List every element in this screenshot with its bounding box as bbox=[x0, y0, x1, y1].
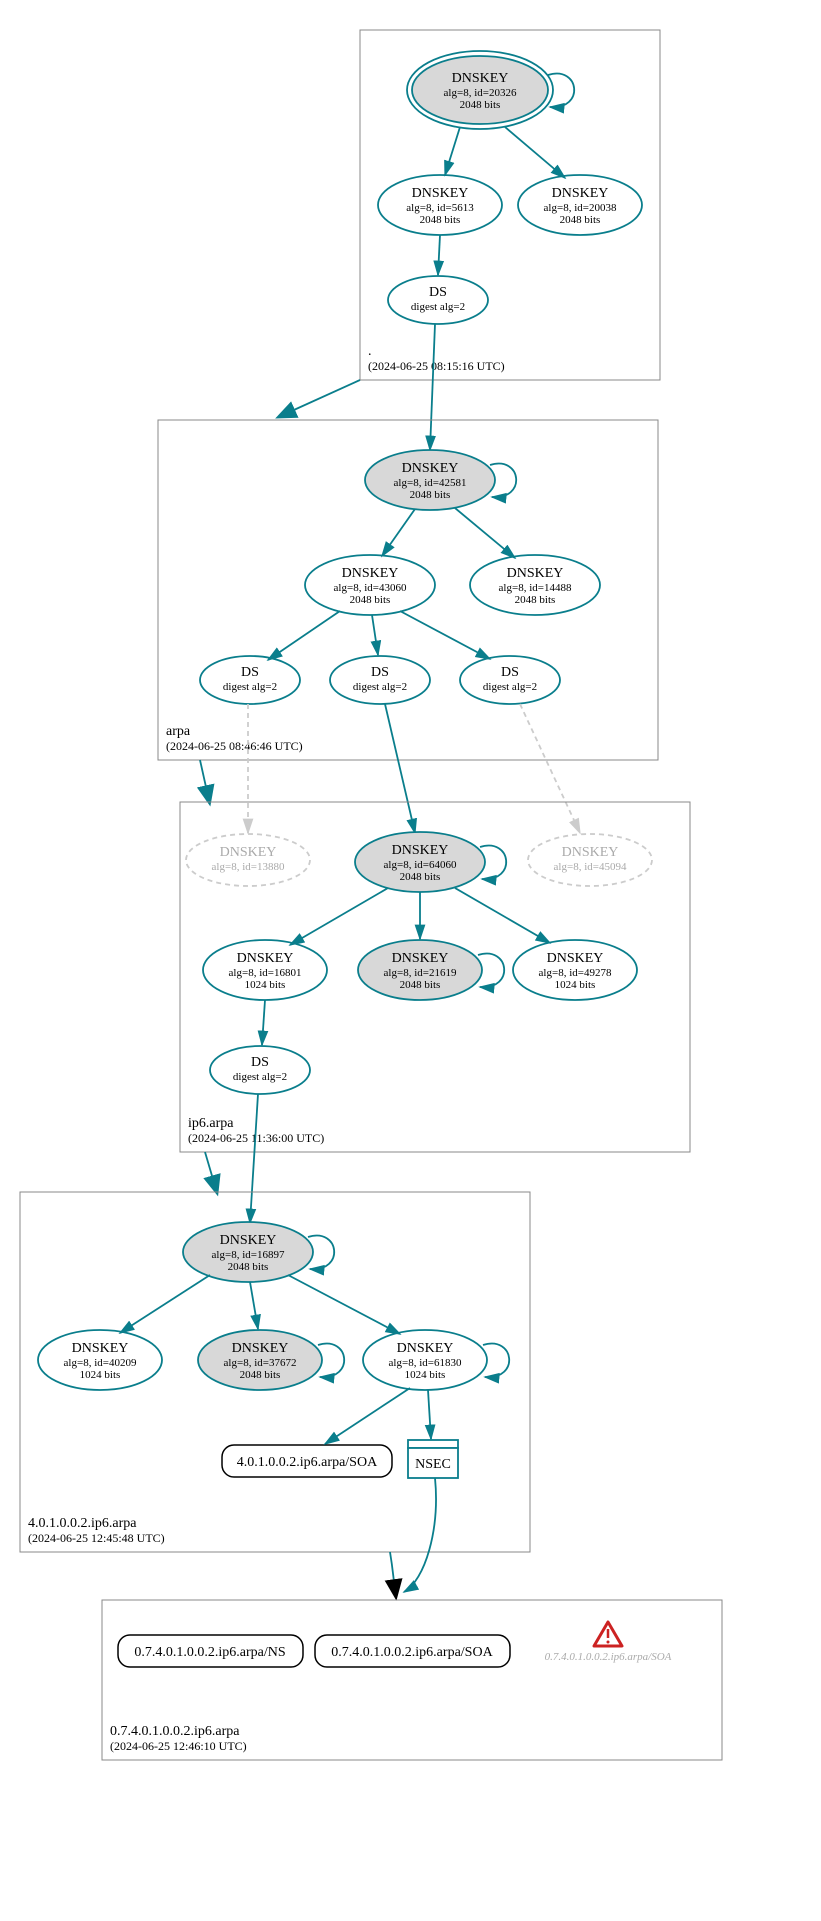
svg-text:digest alg=2: digest alg=2 bbox=[483, 681, 537, 693]
svg-text:DNSKEY: DNSKEY bbox=[392, 951, 449, 966]
svg-text:2048 bits: 2048 bits bbox=[400, 871, 441, 883]
svg-text:DS: DS bbox=[251, 1055, 269, 1070]
svg-text:alg=8, id=5613: alg=8, id=5613 bbox=[406, 202, 474, 214]
svg-text:2048 bits: 2048 bits bbox=[400, 979, 441, 991]
svg-text:alg=8, id=21619: alg=8, id=21619 bbox=[384, 967, 457, 979]
svg-text:2048 bits: 2048 bits bbox=[515, 594, 556, 606]
svg-text:DNSKEY: DNSKEY bbox=[392, 843, 449, 858]
node-z4-k1: DNSKEY alg=8, id=40209 1024 bits bbox=[38, 1330, 162, 1390]
svg-text:DNSKEY: DNSKEY bbox=[412, 186, 469, 201]
svg-text:alg=8, id=14488: alg=8, id=14488 bbox=[499, 582, 572, 594]
svg-text:2048 bits: 2048 bits bbox=[460, 99, 501, 111]
svg-text:2048 bits: 2048 bits bbox=[410, 489, 451, 501]
svg-text:alg=8, id=61830: alg=8, id=61830 bbox=[389, 1357, 462, 1369]
svg-text:1024 bits: 1024 bits bbox=[245, 979, 286, 991]
svg-text:DNSKEY: DNSKEY bbox=[562, 845, 619, 860]
zone-0740102-timestamp: (2024-06-25 12:46:10 UTC) bbox=[110, 1739, 247, 1753]
svg-text:DNSKEY: DNSKEY bbox=[402, 461, 459, 476]
svg-text:DNSKEY: DNSKEY bbox=[547, 951, 604, 966]
svg-text:NSEC: NSEC bbox=[415, 1457, 451, 1472]
svg-text:alg=8, id=13880: alg=8, id=13880 bbox=[212, 861, 285, 873]
zone-arpa-label: arpa bbox=[166, 724, 191, 739]
svg-text:DNSKEY: DNSKEY bbox=[552, 186, 609, 201]
node-arpa-ksk: DNSKEY alg=8, id=42581 2048 bits bbox=[365, 450, 495, 510]
node-ip6-k3: DNSKEY alg=8, id=49278 1024 bits bbox=[513, 940, 637, 1000]
svg-text:1024 bits: 1024 bits bbox=[80, 1369, 121, 1381]
svg-text:1024 bits: 1024 bits bbox=[405, 1369, 446, 1381]
zone-arpa-timestamp: (2024-06-25 08:46:46 UTC) bbox=[166, 739, 303, 753]
node-z4-ksk: DNSKEY alg=8, id=16897 2048 bits bbox=[183, 1222, 313, 1282]
svg-text:alg=8, id=64060: alg=8, id=64060 bbox=[384, 859, 457, 871]
zone-ip6arpa-label: ip6.arpa bbox=[188, 1116, 234, 1131]
svg-text:2048 bits: 2048 bits bbox=[560, 214, 601, 226]
node-z4-k3: DNSKEY alg=8, id=61830 1024 bits bbox=[363, 1330, 487, 1390]
node-ip6-ksk: DNSKEY alg=8, id=64060 2048 bits bbox=[355, 832, 485, 892]
node-z4-k2: DNSKEY alg=8, id=37672 2048 bits bbox=[198, 1330, 322, 1390]
node-ip6-k2: DNSKEY alg=8, id=21619 2048 bits bbox=[358, 940, 482, 1000]
svg-text:alg=8, id=43060: alg=8, id=43060 bbox=[334, 582, 407, 594]
zone-40102-timestamp: (2024-06-25 12:45:48 UTC) bbox=[28, 1531, 165, 1545]
svg-text:digest alg=2: digest alg=2 bbox=[353, 681, 407, 693]
svg-text:alg=8, id=20326: alg=8, id=20326 bbox=[444, 87, 517, 99]
node-z4-nsec: NSEC bbox=[408, 1440, 458, 1478]
svg-text:alg=8, id=20038: alg=8, id=20038 bbox=[544, 202, 617, 214]
svg-text:alg=8, id=16801: alg=8, id=16801 bbox=[229, 967, 302, 979]
warning-icon bbox=[594, 1622, 622, 1646]
svg-text:2048 bits: 2048 bits bbox=[420, 214, 461, 226]
svg-text:2048 bits: 2048 bits bbox=[240, 1369, 281, 1381]
zone-root-timestamp: (2024-06-25 08:15:16 UTC) bbox=[368, 359, 505, 373]
svg-text:DNSKEY: DNSKEY bbox=[397, 1341, 454, 1356]
svg-text:DNSKEY: DNSKEY bbox=[342, 566, 399, 581]
node-ip6-k1: DNSKEY alg=8, id=16801 1024 bits bbox=[203, 940, 327, 1000]
node-root-ds: DS digest alg=2 bbox=[388, 276, 488, 324]
svg-text:0.7.4.0.1.0.0.2.ip6.arpa/SOA: 0.7.4.0.1.0.0.2.ip6.arpa/SOA bbox=[331, 1645, 493, 1660]
svg-text:DS: DS bbox=[429, 285, 447, 300]
svg-text:DS: DS bbox=[241, 665, 259, 680]
svg-text:0.7.4.0.1.0.0.2.ip6.arpa/NS: 0.7.4.0.1.0.0.2.ip6.arpa/NS bbox=[134, 1645, 285, 1660]
svg-text:alg=8, id=42581: alg=8, id=42581 bbox=[394, 477, 467, 489]
svg-text:DNSKEY: DNSKEY bbox=[452, 71, 509, 86]
svg-text:alg=8, id=16897: alg=8, id=16897 bbox=[212, 1249, 285, 1261]
svg-text:DNSKEY: DNSKEY bbox=[220, 1233, 277, 1248]
svg-text:DNSKEY: DNSKEY bbox=[72, 1341, 129, 1356]
node-arpa-k2: DNSKEY alg=8, id=14488 2048 bits bbox=[470, 555, 600, 615]
node-z07-soa: 0.7.4.0.1.0.0.2.ip6.arpa/SOA bbox=[315, 1635, 510, 1667]
svg-text:digest alg=2: digest alg=2 bbox=[411, 301, 465, 313]
svg-text:1024 bits: 1024 bits bbox=[555, 979, 596, 991]
node-root-ksk: DNSKEY alg=8, id=20326 2048 bits bbox=[407, 51, 553, 129]
node-root-k2: DNSKEY alg=8, id=20038 2048 bits bbox=[518, 175, 642, 235]
svg-text:digest alg=2: digest alg=2 bbox=[223, 681, 277, 693]
svg-text:DS: DS bbox=[371, 665, 389, 680]
node-z07-ns: 0.7.4.0.1.0.0.2.ip6.arpa/NS bbox=[118, 1635, 303, 1667]
svg-text:DS: DS bbox=[501, 665, 519, 680]
svg-text:DNSKEY: DNSKEY bbox=[220, 845, 277, 860]
node-arpa-ds2: DS digest alg=2 bbox=[330, 656, 430, 704]
svg-text:digest alg=2: digest alg=2 bbox=[233, 1071, 287, 1083]
svg-text:alg=8, id=45094: alg=8, id=45094 bbox=[554, 861, 627, 873]
zone-0740102-label: 0.7.4.0.1.0.0.2.ip6.arpa bbox=[110, 1724, 240, 1739]
svg-text:alg=8, id=40209: alg=8, id=40209 bbox=[64, 1357, 137, 1369]
zone-root-label: . bbox=[368, 344, 372, 359]
node-z07-warn: 0.7.4.0.1.0.0.2.ip6.arpa/SOA bbox=[545, 1651, 672, 1663]
dnssec-graph: . (2024-06-25 08:15:16 UTC) DNSKEY alg=8… bbox=[10, 10, 811, 1911]
node-arpa-ds3: DS digest alg=2 bbox=[460, 656, 560, 704]
node-ip6-d2: DNSKEY alg=8, id=45094 bbox=[528, 834, 652, 886]
node-arpa-ds1: DS digest alg=2 bbox=[200, 656, 300, 704]
node-root-zsk: DNSKEY alg=8, id=5613 2048 bits bbox=[378, 175, 502, 235]
node-ip6-d1: DNSKEY alg=8, id=13880 bbox=[186, 834, 310, 886]
node-z4-soa: 4.0.1.0.0.2.ip6.arpa/SOA bbox=[222, 1445, 392, 1477]
svg-text:alg=8, id=49278: alg=8, id=49278 bbox=[539, 967, 612, 979]
svg-text:4.0.1.0.0.2.ip6.arpa/SOA: 4.0.1.0.0.2.ip6.arpa/SOA bbox=[237, 1455, 378, 1470]
svg-text:alg=8, id=37672: alg=8, id=37672 bbox=[224, 1357, 297, 1369]
node-ip6-ds: DS digest alg=2 bbox=[210, 1046, 310, 1094]
zone-40102-label: 4.0.1.0.0.2.ip6.arpa bbox=[28, 1516, 137, 1531]
node-arpa-zsk: DNSKEY alg=8, id=43060 2048 bits bbox=[305, 555, 435, 615]
svg-text:DNSKEY: DNSKEY bbox=[507, 566, 564, 581]
svg-text:2048 bits: 2048 bits bbox=[350, 594, 391, 606]
svg-text:DNSKEY: DNSKEY bbox=[232, 1341, 289, 1356]
svg-text:2048 bits: 2048 bits bbox=[228, 1261, 269, 1273]
svg-text:DNSKEY: DNSKEY bbox=[237, 951, 294, 966]
